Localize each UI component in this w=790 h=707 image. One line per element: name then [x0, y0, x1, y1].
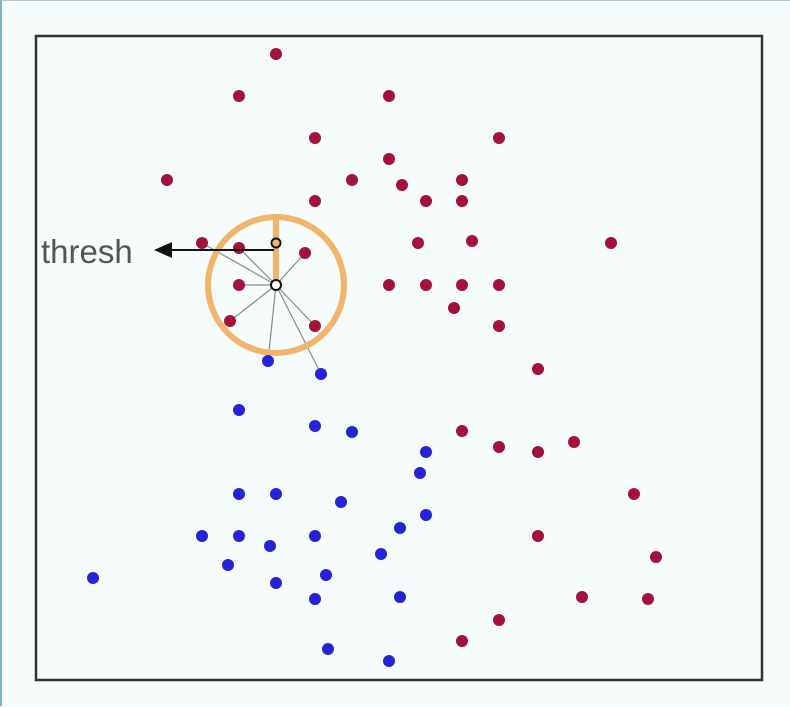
- class-a-point: [420, 195, 432, 207]
- class-a-point: [532, 530, 544, 542]
- class-b-point: [394, 522, 406, 534]
- class-a-point: [412, 237, 424, 249]
- class-a-point: [299, 247, 311, 259]
- thresh-label: thresh: [41, 233, 133, 270]
- class-a-point: [532, 363, 544, 375]
- class-b-point: [270, 577, 282, 589]
- class-b-point: [320, 569, 332, 581]
- class-a-point: [383, 153, 395, 165]
- class-b-point: [196, 530, 208, 542]
- class-b-point: [233, 488, 245, 500]
- class-a-point: [493, 279, 505, 291]
- class-b-point: [309, 593, 321, 605]
- neighbor-line: [275, 252, 306, 286]
- class-b-point: [420, 446, 432, 458]
- class-a-point: [383, 90, 395, 102]
- neighbor-line: [229, 284, 277, 322]
- class-a-point: [493, 320, 505, 332]
- plot-frame: [34, 34, 764, 682]
- class-a-point: [628, 488, 640, 500]
- class-a-point: [233, 279, 245, 291]
- class-b-point: [322, 643, 334, 655]
- data-points: [87, 48, 662, 667]
- class-a-point: [576, 591, 588, 603]
- class-a-point: [309, 195, 321, 207]
- class-a-point: [196, 237, 208, 249]
- class-a-point: [532, 446, 544, 458]
- class-a-point: [383, 279, 395, 291]
- class-a-point: [605, 237, 617, 249]
- class-a-point: [233, 242, 245, 254]
- class-a-point: [456, 195, 468, 207]
- class-a-point: [642, 593, 654, 605]
- class-b-point: [233, 530, 245, 542]
- class-a-point: [456, 635, 468, 647]
- class-b-point: [233, 404, 245, 416]
- neighbor-line: [275, 284, 316, 327]
- class-a-point: [448, 302, 460, 314]
- class-a-point: [493, 614, 505, 626]
- class-a-point: [466, 235, 478, 247]
- class-b-point: [315, 368, 327, 380]
- class-b-point: [309, 530, 321, 542]
- class-a-point: [493, 132, 505, 144]
- query-point: [270, 279, 282, 291]
- class-a-point: [346, 174, 358, 186]
- class-b-point: [262, 355, 274, 367]
- class-b-point: [383, 655, 395, 667]
- boundary-neighbor-marker: [270, 237, 282, 249]
- class-a-point: [493, 441, 505, 453]
- class-a-point: [224, 315, 236, 327]
- neighbor-line: [238, 247, 277, 286]
- class-b-point: [335, 496, 347, 508]
- class-b-point: [414, 467, 426, 479]
- class-a-point: [270, 48, 282, 60]
- neighbor-line: [275, 284, 322, 375]
- class-b-point: [309, 420, 321, 432]
- class-a-point: [456, 174, 468, 186]
- class-a-point: [309, 132, 321, 144]
- class-a-point: [568, 436, 580, 448]
- class-b-point: [87, 572, 99, 584]
- class-b-point: [346, 426, 358, 438]
- class-a-point: [309, 320, 321, 332]
- class-b-point: [222, 559, 234, 571]
- class-a-point: [161, 174, 173, 186]
- neighbor-line: [267, 284, 277, 362]
- class-b-point: [270, 488, 282, 500]
- threshold-circle-group: [205, 214, 347, 356]
- class-a-point: [420, 279, 432, 291]
- class-b-point: [264, 540, 276, 552]
- class-a-point: [650, 551, 662, 563]
- class-a-point: [456, 425, 468, 437]
- class-b-point: [375, 548, 387, 560]
- class-a-point: [456, 279, 468, 291]
- class-b-point: [420, 509, 432, 521]
- class-a-point: [233, 90, 245, 102]
- class-a-point: [396, 179, 408, 191]
- class-b-point: [394, 591, 406, 603]
